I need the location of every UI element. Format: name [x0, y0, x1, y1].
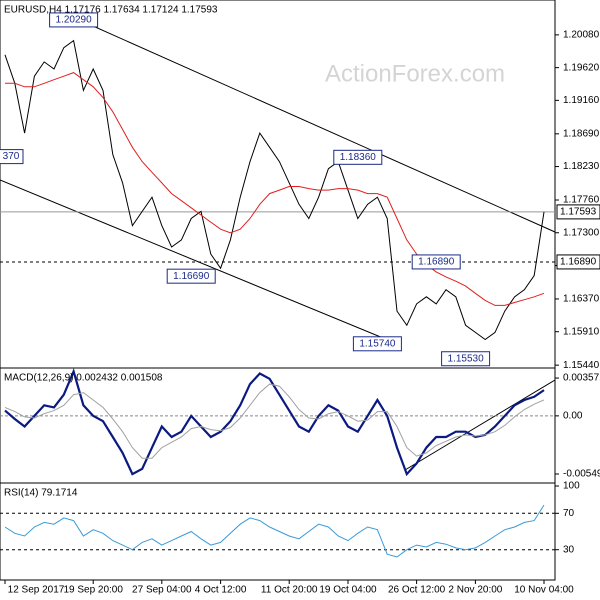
annotation-box — [0, 149, 24, 165]
x-tick-label: 19 Oct 04:00 — [319, 585, 377, 596]
x-tick-label: 4 Oct 12:00 — [195, 585, 247, 596]
panel-title: RSI(14) 79.1714 — [4, 488, 78, 499]
annotation-box — [49, 12, 99, 28]
watermark: ActionForex.com — [325, 60, 505, 87]
annotation-label: 1.20290 — [56, 15, 93, 26]
panel-title: EURUSD,H4 1.17176 1.17634 1.17124 1.1759… — [4, 5, 218, 16]
y-tick-label: 1.15440 — [563, 360, 600, 371]
annotation-box — [166, 268, 216, 284]
y-tick-label: 1.19620 — [563, 62, 600, 73]
y-tick-label: 1.20080 — [563, 30, 600, 41]
annotation-label: 1.15740 — [359, 338, 396, 349]
y-tick-label: 70 — [563, 508, 575, 519]
y-tick-label: 1.19160 — [563, 95, 600, 106]
series-line — [4, 39, 545, 341]
annotation-label: 1.16890 — [418, 257, 455, 268]
macd-trendline — [404, 379, 556, 471]
series-line — [4, 504, 545, 558]
price-label-box — [556, 204, 600, 220]
y-tick-label: 1.17300 — [563, 227, 600, 238]
annotation-label: 1.16690 — [173, 271, 210, 282]
x-tick-label: 12 Sep 2017 — [8, 585, 65, 596]
y-tick-label: 1.15910 — [563, 326, 600, 337]
panel-title: MACD(12,26,9) 0.002432 0.001508 — [4, 373, 163, 384]
series-line — [4, 368, 545, 477]
channel-upper — [74, 17, 556, 233]
annotation-box — [411, 254, 461, 270]
y-tick-label: 1.16370 — [563, 294, 600, 305]
annotation-box — [352, 336, 402, 352]
x-tick-label: 27 Sep 04:00 — [132, 585, 192, 596]
x-tick-label: 11 Oct 20:00 — [261, 585, 318, 596]
x-tick-label: 26 Oct 12:00 — [388, 585, 446, 596]
series-line — [4, 383, 545, 459]
annotation-box — [333, 149, 383, 165]
annotation-label: 370 — [3, 151, 20, 162]
y-tick-label: 1.18690 — [563, 128, 600, 139]
channel-lower — [0, 179, 401, 346]
y-tick-label: 0.00 — [563, 411, 583, 422]
x-tick-label: 19 Sep 20:00 — [63, 585, 123, 596]
series-line — [5, 72, 545, 306]
x-tick-label: 10 Nov 04:00 — [514, 585, 574, 596]
y-tick-label: 0.003571 — [563, 373, 600, 384]
price-label: 1.17593 — [560, 207, 597, 218]
annotation-label: 1.15530 — [448, 353, 485, 364]
y-tick-label: 30 — [563, 544, 575, 555]
price-label-box — [556, 254, 600, 270]
x-tick-label: 2 Nov 20:00 — [448, 585, 502, 596]
y-tick-label: 1.18230 — [563, 161, 600, 172]
price-label: 1.16890 — [560, 257, 597, 268]
annotation-label: 1.18360 — [340, 152, 377, 163]
y-tick-label: 1.17760 — [563, 195, 600, 206]
y-tick-label: 100 — [563, 481, 580, 492]
panel-frame — [0, 482, 556, 581]
y-tick-label: -0.00549 — [563, 469, 600, 480]
annotation-box — [441, 351, 491, 367]
